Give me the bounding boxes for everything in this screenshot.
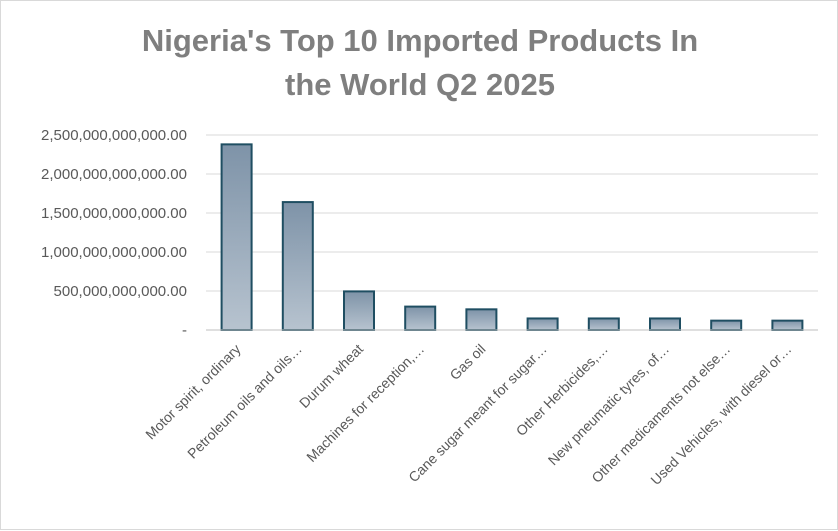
x-category-label: Petroleum oils and oils… <box>184 341 305 462</box>
bar <box>710 319 743 332</box>
bar <box>649 317 681 331</box>
bar <box>281 201 314 331</box>
bar <box>220 143 253 331</box>
bar <box>343 290 375 332</box>
chart-title-line-2: the World Q2 2025 <box>285 67 555 102</box>
y-tick-label: 2,000,000,000,000.00 <box>41 166 187 183</box>
y-tick-label: 1,500,000,000,000.00 <box>41 205 187 222</box>
bar <box>587 317 620 331</box>
bar <box>465 308 498 331</box>
y-tick-label: 500,000,000,000.00 <box>54 283 187 300</box>
x-category-label: Machines for reception,… <box>303 341 427 465</box>
chart-title-line-1: Nigeria's Top 10 Imported Products In <box>141 23 699 58</box>
y-tick-label: 2,500,000,000,000.00 <box>41 127 187 144</box>
x-category-label: New pneumatic tyres, of… <box>545 341 672 468</box>
bar <box>526 317 559 331</box>
bar <box>404 305 437 332</box>
chart-title: Nigeria's Top 10 Imported Products In th… <box>1 19 838 107</box>
bar <box>771 319 804 332</box>
y-tick-label: 1,000,000,000,000.00 <box>41 244 187 261</box>
y-tick-label: - <box>182 322 187 339</box>
x-category-label: Gas oil <box>446 341 488 383</box>
